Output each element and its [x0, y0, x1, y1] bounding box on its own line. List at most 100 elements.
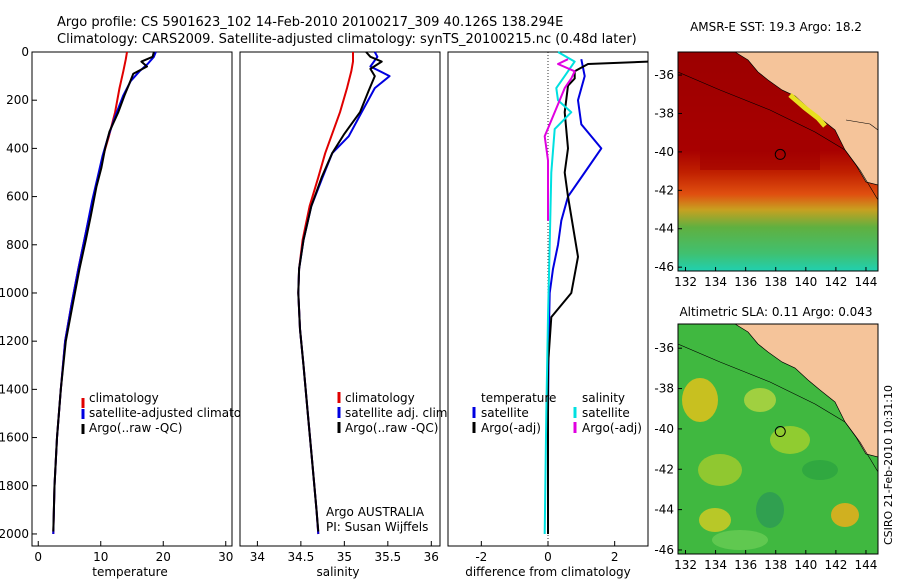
- salinity-x-label: salinity: [316, 565, 359, 579]
- sst-map-axes: 132 134 136 138 140 142 144 -36 -38 -40 -42 -44 -46: [654, 68, 877, 289]
- map-x-tick-label: 138: [764, 275, 787, 289]
- difference-legend: temperature satellite Argo(-adj) salinit…: [472, 391, 642, 435]
- map-x-tick-label: 142: [824, 558, 847, 572]
- x-tick-label: -2: [475, 550, 487, 564]
- temperature-axes-box: [31, 51, 233, 547]
- x-tick-label: 10: [93, 550, 108, 564]
- y-tick-label: 400: [6, 141, 29, 155]
- map-x-tick-label: 136: [734, 558, 757, 572]
- header-line-2: Climatology: CARS2009. Satellite-adjuste…: [57, 32, 637, 47]
- map-x-tick-label: 136: [734, 275, 757, 289]
- sla-shelf-contour: [678, 343, 878, 473]
- sst-map-title: AMSR-E SST: 19.3 Argo: 18.2: [690, 20, 862, 34]
- sla-blob: [682, 378, 718, 422]
- difference-lines: [543, 51, 649, 535]
- legend-label-temp-argo: Argo(-adj): [481, 421, 541, 435]
- map-y-tick-label: -38: [654, 382, 674, 396]
- series-line-salinity-satellite: [543, 51, 576, 535]
- map-y-tick-label: -38: [654, 106, 674, 120]
- sla-blob: [756, 492, 784, 528]
- salinity-lines: [297, 51, 391, 535]
- legend-label-satellite: satellite adj. clim.: [345, 406, 451, 420]
- series-line-temperature-argo-adj: [547, 60, 649, 534]
- sst-shelf-contour: [678, 71, 878, 201]
- temperature-lines: [52, 51, 157, 535]
- x-tick-label: 35.5: [374, 550, 401, 564]
- salinity-chart: 34 34.5 35 35.5 36 salinity climatology sate…: [239, 51, 451, 579]
- sst-warm-coast: [788, 93, 827, 128]
- sla-map-axes: 132 134 136 138 140 142 144 -36 -38 -40 -42 -44 -46: [654, 341, 877, 572]
- salinity-legend: climatology satellite adj. clim. Argo(..…: [337, 391, 451, 435]
- y-tick-label: 200: [6, 93, 29, 107]
- sla-blob: [802, 460, 838, 480]
- x-tick-label: 0: [544, 550, 552, 564]
- y-tick-label: 1000: [0, 286, 29, 300]
- y-tick-label: 800: [6, 238, 29, 252]
- map-x-tick-label: 140: [794, 558, 817, 572]
- map-y-tick-label: -44: [654, 222, 674, 236]
- map-y-tick-label: -42: [654, 462, 674, 476]
- legend-label-satellite: satellite-adjusted climatology: [89, 406, 267, 420]
- difference-chart: -2 0 2 difference from climatology tempera…: [447, 51, 649, 579]
- argo-location-marker: [774, 426, 786, 438]
- legend-title-temperature: temperature: [481, 391, 556, 405]
- map-y-tick-label: -44: [654, 503, 674, 517]
- legend-label-argo: Argo(..raw -QC): [345, 421, 438, 435]
- legend-label-sal-argo: Argo(-adj): [582, 421, 642, 435]
- x-tick-label: 0: [34, 550, 42, 564]
- map-x-tick-label: 144: [855, 558, 878, 572]
- temperature-y-axis: 0 200 400 600 800 1000 1200 1400 1600 1800 2000: [0, 45, 37, 541]
- map-y-tick-label: -40: [654, 145, 674, 159]
- x-tick-label: 34.5: [288, 550, 315, 564]
- map-x-tick-label: 144: [855, 275, 878, 289]
- side-label: CSIRO 21-Feb-2010 10:31:10: [882, 385, 895, 545]
- legend-title-salinity: salinity: [582, 391, 625, 405]
- salinity-axes-box: [239, 51, 441, 547]
- difference-x-label: difference from climatology: [465, 565, 631, 579]
- map-y-tick-label: -40: [654, 422, 674, 436]
- y-tick-label: 1800: [0, 479, 29, 493]
- temperature-legend: climatology satellite-adjusted climatolo…: [81, 391, 267, 435]
- x-tick-label: 20: [156, 550, 171, 564]
- map-x-tick-label: 132: [674, 275, 697, 289]
- sla-map-title: Altimetric SLA: 0.11 Argo: 0.043: [679, 305, 872, 319]
- salinity-annotation-1: Argo AUSTRALIA: [326, 505, 425, 519]
- legend-label-climatology: climatology: [89, 391, 159, 405]
- x-tick-label: 30: [218, 550, 233, 564]
- sst-map-field: [678, 52, 878, 271]
- difference-x-axis: -2 0 2: [475, 541, 618, 564]
- map-y-tick-label: -42: [654, 183, 674, 197]
- temperature-x-label: temperature: [92, 565, 167, 579]
- legend-label-climatology: climatology: [345, 391, 415, 405]
- sla-blob: [699, 508, 731, 532]
- map-x-tick-label: 138: [764, 558, 787, 572]
- x-tick-label: 34: [250, 550, 265, 564]
- sla-blob: [698, 454, 742, 486]
- y-tick-label: 0: [21, 45, 29, 59]
- legend-label-sal-satellite: satellite: [582, 406, 630, 420]
- map-x-tick-label: 140: [794, 275, 817, 289]
- x-tick-label: 35: [337, 550, 352, 564]
- map-y-tick-label: -46: [654, 543, 674, 557]
- series-line-argo-raw-qc: [297, 51, 383, 532]
- header-line-1: Argo profile: CS 5901623_102 14-Feb-2010…: [57, 15, 563, 30]
- sla-map: Altimetric SLA: 0.11 Argo: 0.043 132 134 1…: [654, 305, 879, 572]
- map-x-tick-label: 134: [704, 558, 727, 572]
- sla-blob: [744, 388, 776, 412]
- salinity-annotation-2: PI: Susan Wijffels: [326, 520, 428, 534]
- y-tick-label: 2000: [0, 527, 29, 541]
- salinity-x-axis: 34 34.5 35 35.5 36: [250, 541, 439, 564]
- sla-blob: [831, 503, 859, 527]
- y-tick-label: 1200: [0, 334, 29, 348]
- sst-map: AMSR-E SST: 19.3 Argo: 18.2 132 134 136 138…: [654, 20, 879, 289]
- map-x-tick-label: 132: [674, 558, 697, 572]
- sla-map-field: [678, 324, 878, 554]
- map-x-tick-label: 142: [824, 275, 847, 289]
- y-tick-label: 1400: [0, 382, 29, 396]
- map-y-tick-label: -36: [654, 68, 674, 82]
- argo-location-marker: [774, 148, 786, 160]
- x-tick-label: 2: [611, 550, 619, 564]
- map-x-tick-label: 134: [704, 275, 727, 289]
- x-tick-label: 36: [424, 550, 439, 564]
